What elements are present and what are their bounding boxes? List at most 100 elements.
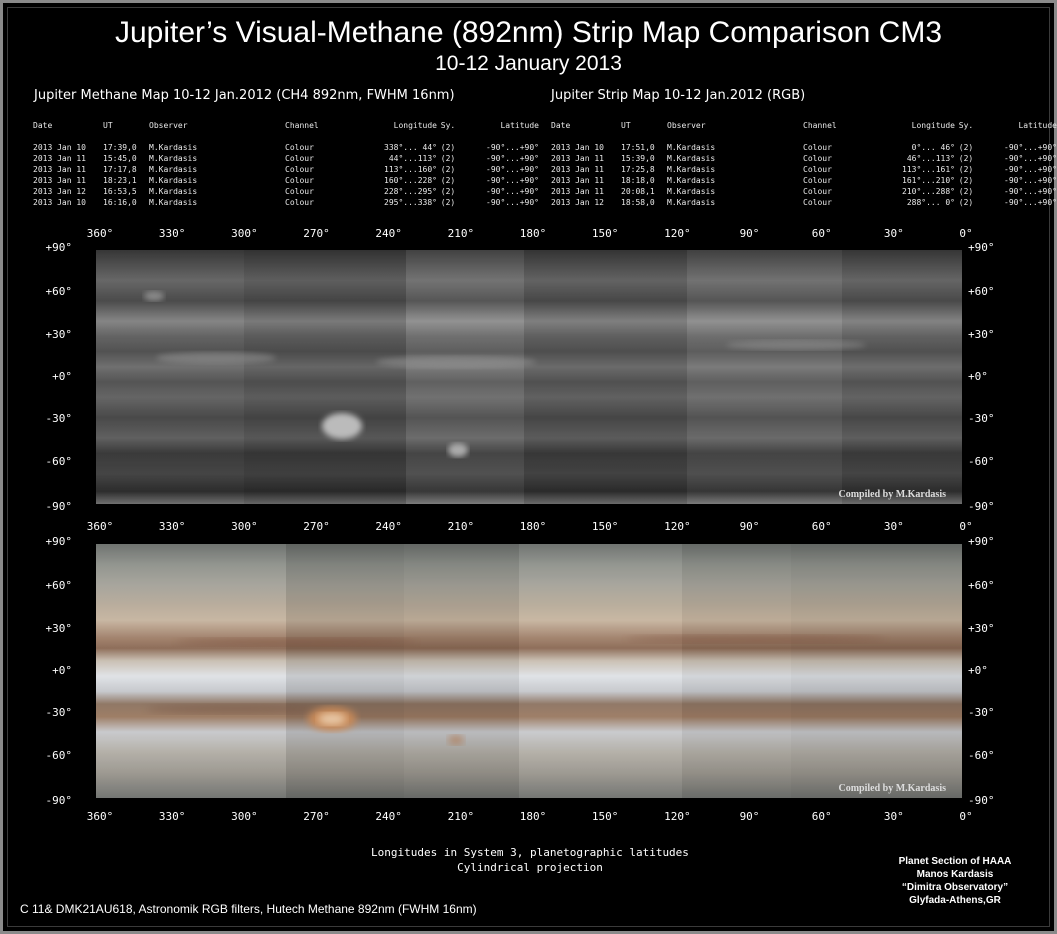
table-cell: 0°... 46° xyxy=(911,143,955,152)
latitude-tick-left: +60° xyxy=(45,579,73,593)
table-cell: Colour xyxy=(285,187,314,196)
latitude-tick-left: -30° xyxy=(45,706,73,720)
longitude-tick: 210° xyxy=(447,810,475,823)
table-row: 2013 Jan 11 18:18,0 M.Kardasis Colour 161°..… xyxy=(551,175,1057,186)
longitude-tick: 60° xyxy=(811,810,832,823)
equipment-note: C 11& DMK21AU618, Astronomik RGB filters… xyxy=(20,902,477,916)
table-cell: 113°...160° xyxy=(384,165,437,174)
table-cell: Colour xyxy=(285,176,314,185)
table-cell: (2) xyxy=(440,165,456,174)
longitude-tick: 240° xyxy=(375,520,402,533)
table-row: 2013 Jan 12 18:58,0 M.Kardasis Colour 288°..… xyxy=(551,197,1057,208)
longitude-tick: 300° xyxy=(231,227,258,240)
longitude-tick: 120° xyxy=(664,520,691,533)
longitude-tick: 90° xyxy=(739,520,760,533)
table-cell: 44°...113° xyxy=(388,154,437,163)
longitude-tick: 180° xyxy=(519,520,547,533)
longitude-tick: 270° xyxy=(303,227,330,240)
latitude-tick-right: +30° xyxy=(968,327,995,341)
table-cell: M.Kardasis xyxy=(667,187,716,196)
table-row: 2013 Jan 11 17:17,8 M.Kardasis Colour 113°..… xyxy=(33,164,539,175)
latitude-tick-left: +90° xyxy=(45,535,73,548)
table-cell: -90°...+90° xyxy=(1004,176,1057,185)
table-cell: Colour xyxy=(803,143,832,152)
longitude-tick: 270° xyxy=(303,810,330,823)
table-cell: 2013 Jan 12 xyxy=(33,187,86,196)
longitude-tick: 330° xyxy=(158,520,186,533)
projection-caption: Longitudes in System 3, planetographic l… xyxy=(280,845,780,875)
latitude-tick-right: -60° xyxy=(968,748,995,762)
table-cell: M.Kardasis xyxy=(149,154,198,163)
latitude-tick-right: +0° xyxy=(968,664,988,677)
table-cell: 2013 Jan 11 xyxy=(33,176,86,185)
table-cell: 2013 Jan 11 xyxy=(33,165,86,174)
rgb-map-heading: Jupiter Strip Map 10-12 Jan.2012 (RGB) xyxy=(551,88,806,103)
latitude-tick-right: -90° xyxy=(968,500,995,513)
table-row: 2013 Jan 10 17:51,0 M.Kardasis Colour 0°... … xyxy=(551,142,1057,153)
methane-observation-table: Date UT Observer Channel Longitude Sy. Latitud… xyxy=(33,120,539,208)
latitude-tick-left: +30° xyxy=(45,621,73,635)
table-cell: (2) xyxy=(958,143,974,152)
signature-line-2: Manos Kardasis xyxy=(916,869,994,880)
column-header: Channel xyxy=(285,121,319,130)
caption-line-2: Cylindrical projection xyxy=(457,861,603,874)
column-header: Date xyxy=(33,121,53,130)
table-cell: M.Kardasis xyxy=(149,176,198,185)
table-cell: 288°... 0° xyxy=(906,198,955,207)
latitude-tick-right: -60° xyxy=(968,454,995,468)
latitude-tick-left: -90° xyxy=(45,794,73,807)
latitude-tick-right: -30° xyxy=(968,412,995,426)
table-cell: (2) xyxy=(440,154,456,163)
longitude-tick: 120° xyxy=(664,227,691,240)
table-cell: (2) xyxy=(958,176,974,185)
latitude-tick-right: +60° xyxy=(968,285,995,299)
table-cell: -90°...+90° xyxy=(486,176,539,185)
latitude-tick-left: +90° xyxy=(45,241,73,254)
latitude-tick-left: -60° xyxy=(45,454,73,468)
latitude-tick-left: +30° xyxy=(45,327,73,341)
latitude-tick-right: -30° xyxy=(968,706,995,720)
longitude-tick: 360° xyxy=(86,810,114,823)
observer-signature: Planet Section of HAAA Manos Kardasis “D… xyxy=(875,855,1035,907)
table-cell: Colour xyxy=(803,176,832,185)
table-cell: -90°...+90° xyxy=(1004,165,1057,174)
table-cell: 17:51,0 xyxy=(621,143,655,152)
column-header: Sy. xyxy=(958,121,974,130)
table-cell: 2013 Jan 11 xyxy=(551,176,604,185)
methane-map-image xyxy=(96,250,962,504)
latitude-tick-left: -90° xyxy=(45,500,73,513)
caption-line-1: Longitudes in System 3, planetographic l… xyxy=(371,846,689,859)
longitude-tick: 60° xyxy=(811,227,832,240)
table-cell: 295°...338° xyxy=(384,198,437,207)
column-header: Observer xyxy=(667,121,706,130)
table-cell: 113°...161° xyxy=(902,165,955,174)
longitude-tick: 210° xyxy=(447,227,475,240)
table-cell: M.Kardasis xyxy=(149,187,198,196)
table-cell: 46°...113° xyxy=(906,154,955,163)
latitude-tick-left: +0° xyxy=(52,664,72,677)
longitude-tick: 90° xyxy=(739,227,760,240)
column-header: Observer xyxy=(149,121,188,130)
table-cell: M.Kardasis xyxy=(667,176,716,185)
table-row: 2013 Jan 11 18:23,1 M.Kardasis Colour 160°..… xyxy=(33,175,539,186)
table-cell: -90°...+90° xyxy=(486,198,539,207)
table-cell: M.Kardasis xyxy=(667,198,716,207)
longitude-tick: 240° xyxy=(375,810,402,823)
table-cell: M.Kardasis xyxy=(667,154,716,163)
latitude-tick-left: -30° xyxy=(45,412,73,426)
table-row: 2013 Jan 11 15:45,0 M.Kardasis Colour 44°...… xyxy=(33,153,539,164)
longitude-tick: 30° xyxy=(883,520,904,533)
signature-line-3: “Dimitra Observatory” xyxy=(901,882,1009,893)
latitude-tick-left: +60° xyxy=(45,285,73,299)
table-cell: 18:58,0 xyxy=(621,198,655,207)
table-cell: 2013 Jan 10 xyxy=(33,198,86,207)
longitude-tick: 150° xyxy=(591,810,619,823)
table-cell: 17:17,8 xyxy=(103,165,137,174)
table-cell: 16:16,0 xyxy=(103,198,137,207)
longitude-tick: 30° xyxy=(883,810,904,823)
table-cell: -90°...+90° xyxy=(1004,154,1057,163)
table-cell: (2) xyxy=(958,165,974,174)
table-cell: 161°...210° xyxy=(902,176,955,185)
table-cell: Colour xyxy=(803,187,832,196)
